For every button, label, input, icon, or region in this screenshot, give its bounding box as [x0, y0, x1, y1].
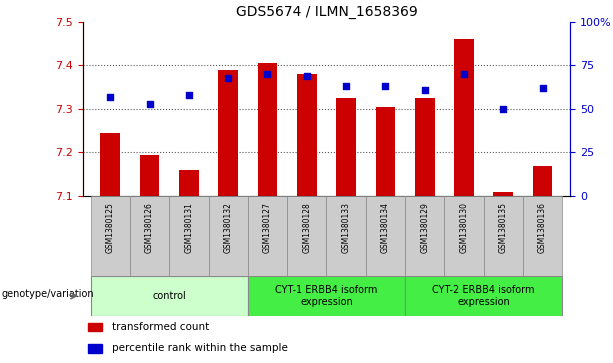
Text: GSM1380135: GSM1380135 [499, 203, 508, 253]
Point [262, 71, 272, 77]
Bar [257, 63, 277, 196]
Point [381, 83, 390, 89]
Text: GSM1380132: GSM1380132 [224, 203, 233, 253]
Bar [248, 196, 287, 276]
Bar [208, 196, 248, 276]
Text: GSM1380125: GSM1380125 [106, 203, 115, 253]
Bar [523, 196, 562, 276]
Bar [493, 192, 513, 196]
Bar [444, 196, 484, 276]
Text: GSM1380128: GSM1380128 [302, 203, 311, 253]
Point [105, 94, 115, 99]
Bar [140, 155, 159, 196]
Bar [533, 166, 552, 196]
Point [145, 101, 154, 107]
Text: GSM1380136: GSM1380136 [538, 203, 547, 253]
Text: CYT-2 ERBB4 isoform
expression: CYT-2 ERBB4 isoform expression [432, 285, 535, 307]
Bar [454, 39, 474, 196]
Point [302, 73, 311, 79]
Title: GDS5674 / ILMN_1658369: GDS5674 / ILMN_1658369 [235, 5, 417, 19]
Text: GSM1380131: GSM1380131 [185, 203, 193, 253]
Bar [327, 196, 366, 276]
Bar [218, 70, 238, 196]
Text: GSM1380129: GSM1380129 [420, 203, 429, 253]
Point [184, 92, 194, 98]
Bar [297, 74, 316, 196]
Bar [88, 323, 102, 331]
Point [459, 71, 469, 77]
Bar [484, 196, 523, 276]
Text: percentile rank within the sample: percentile rank within the sample [112, 343, 288, 353]
Bar [376, 107, 395, 196]
Bar [91, 276, 248, 316]
Text: control: control [153, 291, 186, 301]
Text: transformed count: transformed count [112, 322, 209, 332]
Bar [130, 196, 169, 276]
Bar [91, 196, 130, 276]
Bar [405, 196, 444, 276]
Text: GSM1380126: GSM1380126 [145, 203, 154, 253]
Point [420, 87, 430, 93]
Bar [179, 170, 199, 196]
Bar [337, 98, 356, 196]
Bar [287, 196, 327, 276]
Text: GSM1380133: GSM1380133 [341, 203, 351, 253]
Text: genotype/variation: genotype/variation [2, 289, 94, 299]
Bar [415, 98, 435, 196]
Point [538, 85, 547, 91]
Point [341, 83, 351, 89]
Bar [405, 276, 562, 316]
Text: GSM1380130: GSM1380130 [460, 203, 468, 253]
Text: GSM1380134: GSM1380134 [381, 203, 390, 253]
Text: CYT-1 ERBB4 isoform
expression: CYT-1 ERBB4 isoform expression [275, 285, 378, 307]
Point [223, 75, 233, 81]
Bar [248, 276, 405, 316]
Bar [169, 196, 208, 276]
Bar [88, 344, 102, 352]
Point [498, 106, 508, 112]
Text: GSM1380127: GSM1380127 [263, 203, 272, 253]
Bar [366, 196, 405, 276]
Bar [101, 133, 120, 196]
